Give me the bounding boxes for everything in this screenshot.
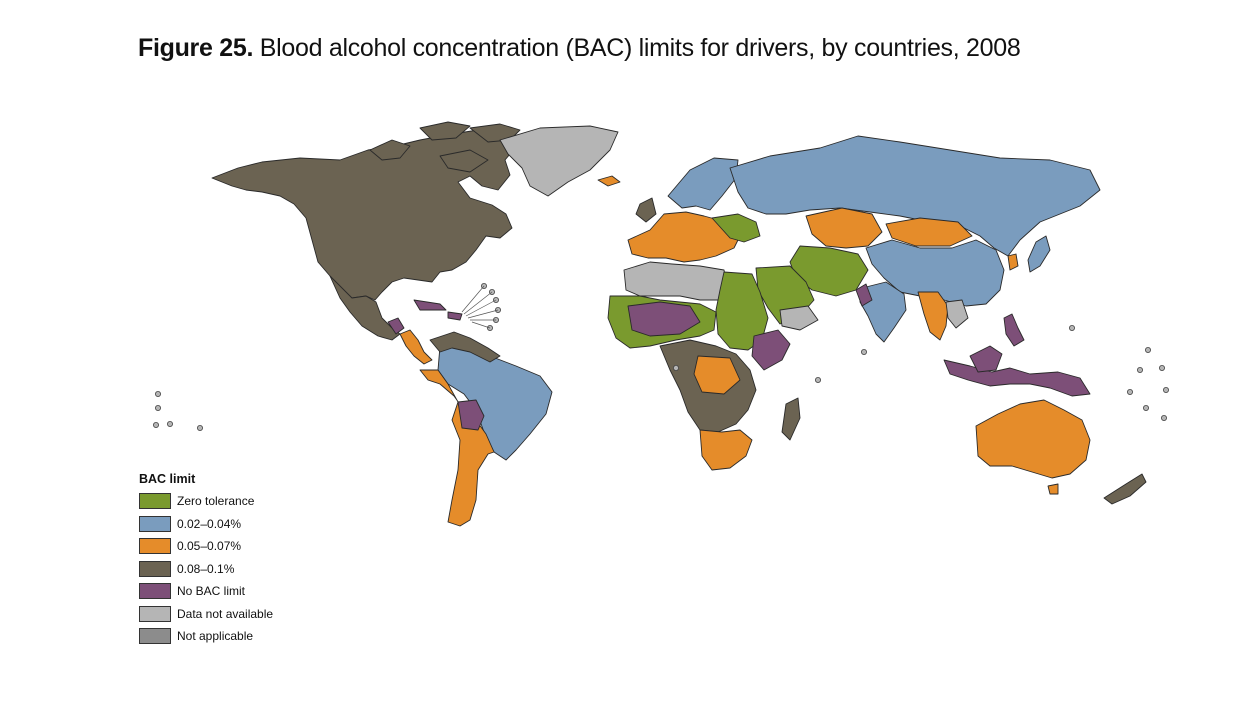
figure-title: Figure 25. Blood alcohol concentration (… [138, 34, 1021, 63]
region-new-zealand [1103, 473, 1147, 505]
legend-swatch [139, 605, 171, 622]
legend-label: 0.05–0.07% [177, 539, 242, 554]
legend-label: Not applicable [177, 629, 254, 644]
region-caribbean [413, 299, 463, 321]
region-indonesia [943, 359, 1091, 397]
region-middle-east-b [779, 305, 819, 331]
legend-label: 0.08–0.1% [177, 561, 235, 576]
region-korea [1007, 253, 1019, 271]
region-kazakhstan [805, 207, 883, 249]
legend-label: Data not available [177, 606, 274, 621]
legend-item-zero-tolerance: Zero tolerance [139, 490, 273, 513]
region-north-south-america [429, 331, 501, 363]
region-greenland [499, 125, 619, 197]
region-madagascar [781, 397, 801, 441]
legend-item-not-applicable: Not applicable [139, 625, 273, 648]
region-central-africa-orange [693, 355, 741, 395]
figure-number: Figure 25. [138, 34, 254, 62]
region-canada-islands [369, 121, 521, 173]
region-pakistan [855, 283, 873, 307]
region-central-america [399, 329, 433, 365]
legend-swatch [139, 538, 171, 555]
legend-label: No BAC limit [177, 584, 246, 599]
region-bolivia [457, 399, 485, 431]
legend-item-data-not-available: Data not available [139, 603, 273, 626]
region-borneo [969, 345, 1003, 373]
legend-swatch [139, 628, 171, 645]
region-japan [1027, 235, 1051, 273]
legend-swatch [139, 515, 171, 532]
legend-swatch [139, 493, 171, 510]
region-scandinavia [667, 157, 739, 211]
legend-item-high: 0.08–0.1% [139, 558, 273, 581]
legend-item-no-limit: No BAC limit [139, 580, 273, 603]
legend-swatch [139, 560, 171, 577]
region-uk [635, 197, 657, 223]
region-europe-west [627, 211, 741, 263]
region-north-africa [623, 261, 729, 301]
legend-label: 0.02–0.04% [177, 516, 242, 531]
region-china [865, 239, 1005, 307]
legend-label: Zero tolerance [177, 494, 255, 509]
region-philippines [1003, 313, 1025, 347]
region-se-asia-b [945, 299, 969, 329]
region-mongolia [885, 217, 973, 247]
region-tasmania [1047, 483, 1059, 495]
region-india [859, 281, 907, 343]
island-pointer-lines [461, 285, 499, 329]
region-sahel [627, 301, 701, 337]
region-brazil [437, 339, 553, 461]
region-se-asia [917, 291, 949, 341]
region-southern-africa [699, 429, 753, 471]
region-australia [975, 399, 1091, 479]
region-egypt-sudan [715, 271, 769, 351]
legend-swatch [139, 583, 171, 600]
region-europe-east [711, 213, 761, 243]
legend-item-mid: 0.05–0.07% [139, 535, 273, 558]
region-iceland [597, 175, 621, 187]
legend-title: BAC limit [139, 472, 196, 486]
legend-item-low: 0.02–0.04% [139, 513, 273, 536]
region-central-america-b [387, 317, 405, 335]
figure-title-text: Blood alcohol concentration (BAC) limits… [259, 34, 1021, 62]
region-horn-africa [751, 329, 791, 371]
region-russia [729, 135, 1101, 257]
map-legend: BAC limit Zero tolerance 0.02–0.04% 0.05… [139, 472, 273, 648]
